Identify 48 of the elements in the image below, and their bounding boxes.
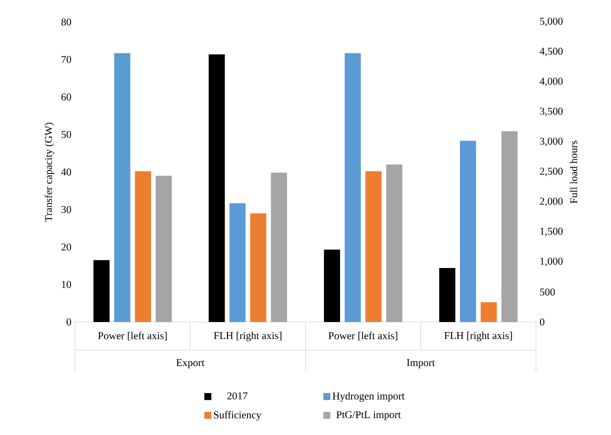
y2-tick-label: 500 (540, 288, 555, 296)
y2-tick-label: 2,500 (540, 168, 563, 176)
text: Export (176, 359, 204, 368)
y-tick-label: 40 (61, 168, 72, 176)
bar (501, 131, 518, 322)
x-tick-label: FLH [right axis] (214, 332, 282, 342)
y-tick-label: 20 (61, 243, 72, 251)
bar (156, 176, 172, 322)
y2-tick-label: 4,000 (540, 78, 563, 86)
bar (324, 250, 340, 322)
y-tick-label: 80 (61, 18, 72, 26)
bar (208, 54, 225, 322)
y-axis-title: Transfer capacity (GW) (44, 122, 54, 222)
y-tick-label: 30 (62, 206, 72, 214)
legend-label: Sufficiency (214, 410, 262, 421)
bar (229, 203, 246, 322)
x-tick-label: Power [left axis] (98, 332, 167, 341)
y2-tick-label: 1,500 (540, 228, 563, 236)
bar (270, 172, 288, 322)
y-tick-label: 60 (61, 93, 72, 101)
bar (439, 268, 456, 322)
y2-tick-label: 0 (540, 318, 544, 326)
y2-axis-title: Full load hours (570, 140, 578, 204)
y2-tick-label: 3,000 (540, 138, 563, 146)
bar (134, 171, 152, 322)
bar (480, 302, 497, 322)
x-tick-label: FLH [right axis] (444, 332, 512, 342)
bar (386, 164, 402, 322)
bar (250, 213, 266, 322)
bar (93, 260, 110, 322)
y-tick-label: 50 (62, 130, 72, 138)
legend-label: PtG/PtL import (336, 411, 401, 420)
y2-tick-label: 5,000 (540, 18, 563, 26)
y2-tick-label: 3,500 (540, 108, 563, 116)
x-tick-label: Power [left axis] (328, 332, 398, 341)
bar (460, 140, 476, 322)
y2-tick-label: 1,000 (540, 258, 563, 266)
y-tick-label: 70 (62, 56, 72, 64)
y-tick-label: 0 (66, 318, 72, 326)
bar (365, 171, 382, 322)
legend-label: Hydrogen import (332, 392, 405, 402)
bar (114, 53, 130, 322)
bar (344, 53, 361, 322)
legend-label: 2017 (227, 392, 248, 400)
text: Import (406, 359, 435, 368)
y-tick-label: 10 (62, 280, 72, 288)
y2-tick-label: 4,500 (540, 48, 563, 56)
y2-tick-label: 2,000 (540, 198, 563, 206)
